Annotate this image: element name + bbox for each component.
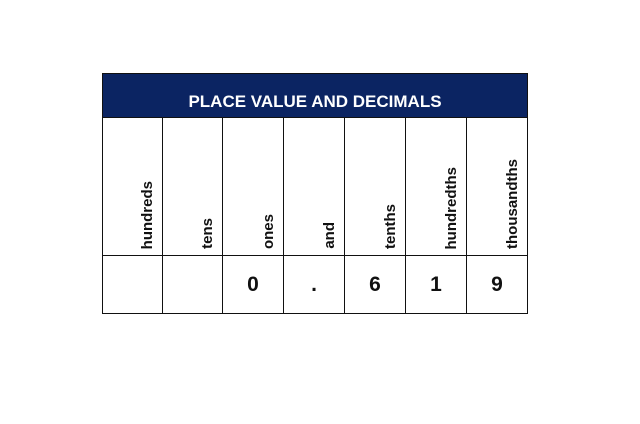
value-cell-and: . <box>284 256 345 313</box>
value-cell-tenths: 6 <box>345 256 406 313</box>
column-label: tens <box>199 218 216 249</box>
column-label: tenths <box>382 204 399 249</box>
header-row: hundreds tens ones and tenths hundredths thous… <box>103 118 527 256</box>
value-cell-hundredths: 1 <box>406 256 467 313</box>
header-cell-thousandths: thousandths <box>467 118 527 256</box>
value-cell-tens <box>163 256 223 313</box>
header-cell-hundreds: hundreds <box>103 118 163 256</box>
header-cell-tens: tens <box>163 118 223 256</box>
column-label: hundreds <box>139 180 156 249</box>
column-label: ones <box>260 213 277 249</box>
header-cell-ones: ones <box>223 118 284 256</box>
table-title: PLACE VALUE AND DECIMALS <box>103 74 527 118</box>
value-cell-ones: 0 <box>223 256 284 313</box>
column-label: hundredths <box>443 166 460 250</box>
place-value-table: PLACE VALUE AND DECIMALS hundreds tens one… <box>102 73 528 314</box>
header-cell-tenths: tenths <box>345 118 406 256</box>
header-cell-hundredths: hundredths <box>406 118 467 256</box>
column-label: thousandths <box>504 159 521 249</box>
column-label: and <box>321 222 338 249</box>
value-cell-hundreds <box>103 256 163 313</box>
value-cell-thousandths: 9 <box>491 272 503 296</box>
header-cell-and: and <box>284 118 345 256</box>
